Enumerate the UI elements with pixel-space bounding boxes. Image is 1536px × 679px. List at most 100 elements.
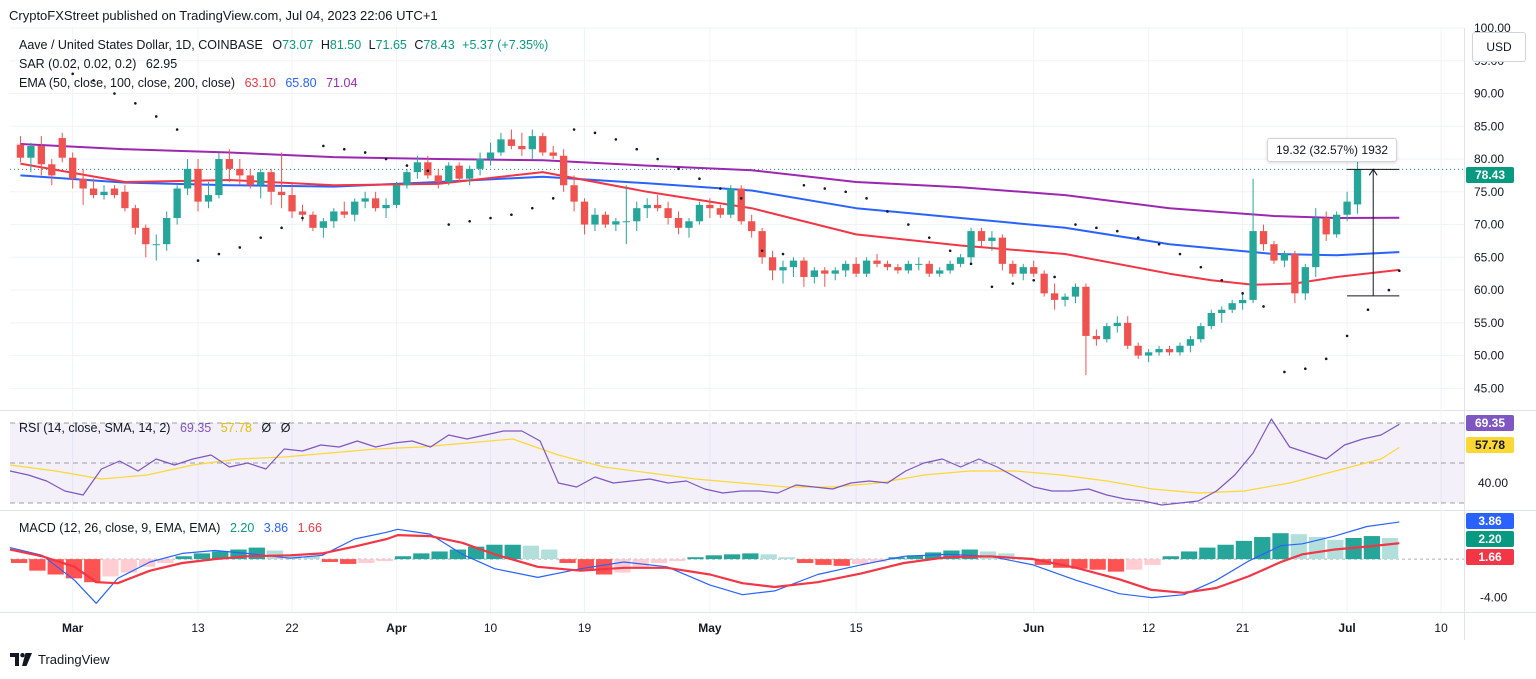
- rsi-line: [9, 418, 1400, 506]
- candle-body: [1165, 349, 1174, 353]
- candle-body: [1124, 322, 1132, 346]
- candle-body: [873, 260, 881, 264]
- macd-histogram-bar: [577, 559, 594, 571]
- candle-body: [361, 198, 369, 202]
- currency-button[interactable]: USD: [1472, 32, 1526, 62]
- candle-body: [539, 136, 547, 153]
- time-tick-label: 21: [1236, 621, 1250, 635]
- macd-histogram-bar: [321, 559, 339, 563]
- macd-histogram-bar: [559, 559, 576, 563]
- candle-body: [622, 221, 630, 223]
- candle-body: [465, 168, 474, 179]
- macd-histogram-bar: [1144, 559, 1161, 565]
- candle-body: [1134, 345, 1142, 356]
- sar-dot: [1262, 305, 1265, 308]
- macd-histogram-bar: [1290, 534, 1307, 560]
- candle-body: [152, 244, 160, 246]
- candle-body: [967, 231, 975, 258]
- candle-body: [1040, 273, 1048, 294]
- sar-dot: [384, 157, 388, 161]
- macd-histogram-bar: [212, 551, 229, 560]
- candle-body: [486, 152, 495, 160]
- candle-body: [1280, 254, 1289, 261]
- sar-dot: [1053, 275, 1056, 279]
- time-tick-label: 19: [578, 621, 592, 635]
- sar-dot: [865, 197, 868, 200]
- macd-histogram-bar: [65, 559, 83, 579]
- sar-dot: [739, 197, 743, 200]
- legend-rsi-sma: 57.78: [220, 421, 252, 435]
- sar-dot: [656, 157, 659, 161]
- legend-low: 71.65: [375, 38, 407, 52]
- candle-body: [288, 195, 296, 212]
- macd-histogram-bar: [376, 559, 393, 562]
- candle-body: [1332, 214, 1341, 235]
- macd-histogram-bar: [193, 553, 211, 560]
- candle-body: [257, 172, 265, 186]
- candle-body: [37, 145, 45, 165]
- rsi-sma-tag: 57.78: [1466, 437, 1514, 453]
- candle-body: [173, 188, 181, 218]
- sar-dot: [1283, 370, 1286, 374]
- candle-body: [580, 201, 589, 225]
- candle-body: [382, 204, 390, 209]
- macd-histogram-bar: [1254, 537, 1271, 560]
- macd-histogram-bar: [1126, 559, 1143, 570]
- ema200-line: [20, 143, 1400, 219]
- legend-ema100: 65.80: [285, 76, 317, 90]
- candle-body: [883, 263, 892, 268]
- publisher-line: CryptoFXStreet published on TradingView.…: [9, 8, 438, 23]
- candle-body: [455, 165, 463, 179]
- legend-c-label: C: [414, 38, 424, 52]
- candle-body: [121, 191, 129, 209]
- sar-dot: [447, 223, 451, 226]
- legend-l-label: L: [368, 38, 376, 52]
- legend-macd-row: MACD (12, 26, close, 9, EMA, EMA) 2.20 3…: [19, 521, 322, 535]
- candle-body: [1322, 218, 1330, 235]
- candle-body: [1092, 335, 1101, 340]
- candle-body: [591, 214, 599, 225]
- price-tick-label: 60.00: [1474, 283, 1504, 297]
- tradingview-brand[interactable]: TradingView: [10, 652, 110, 667]
- price-tick-label: 55.00: [1474, 316, 1504, 330]
- rsi-sma-line: [9, 438, 1400, 494]
- macd-hist-tag: 2.20: [1466, 531, 1514, 547]
- candle-body: [1113, 322, 1121, 327]
- macd-signal-tag: 1.66: [1466, 549, 1514, 565]
- macd-histogram-bar: [1107, 559, 1125, 572]
- macd-histogram-bar: [431, 551, 448, 560]
- price-tick-label: 75.00: [1474, 185, 1504, 199]
- legend-o-label: O: [272, 38, 283, 52]
- candle-body: [862, 260, 871, 274]
- macd-histogram-bar: [687, 557, 704, 560]
- time-tick-label: 22: [285, 621, 299, 635]
- time-tick-label: 15: [849, 621, 863, 635]
- sar-dot: [1304, 367, 1307, 370]
- time-tick-label: Apr: [386, 621, 407, 635]
- candle-body: [559, 155, 568, 186]
- candle-body: [727, 188, 735, 215]
- legend-macd-label: MACD (12, 26, close, 9, EMA, EMA): [19, 521, 221, 535]
- candle-body: [810, 270, 819, 277]
- macd-histogram-bar: [723, 554, 741, 560]
- rsi-tick-label: 40.00: [1478, 476, 1508, 490]
- macd-histogram-bar: [303, 556, 320, 560]
- legend-ema50: 63.10: [244, 76, 276, 90]
- macd-histogram-bar: [157, 559, 174, 563]
- grid: [0, 27, 1536, 640]
- macd-histogram-bar: [650, 559, 668, 563]
- legend-macd-signal: 1.66: [297, 521, 322, 535]
- sar-dot: [990, 285, 994, 289]
- macd-histogram-bar: [870, 559, 887, 563]
- macd-histogram-bar: [760, 554, 777, 560]
- candle-body: [915, 263, 923, 265]
- sar-dot: [1136, 236, 1140, 239]
- sar-dot: [1074, 223, 1077, 226]
- legend-high: 81.50: [329, 38, 362, 52]
- candle-body: [1009, 263, 1017, 274]
- price-tick-label: 90.00: [1474, 87, 1504, 101]
- candle-body: [831, 270, 839, 274]
- candle-body: [319, 221, 328, 228]
- sar-dot: [1095, 226, 1098, 230]
